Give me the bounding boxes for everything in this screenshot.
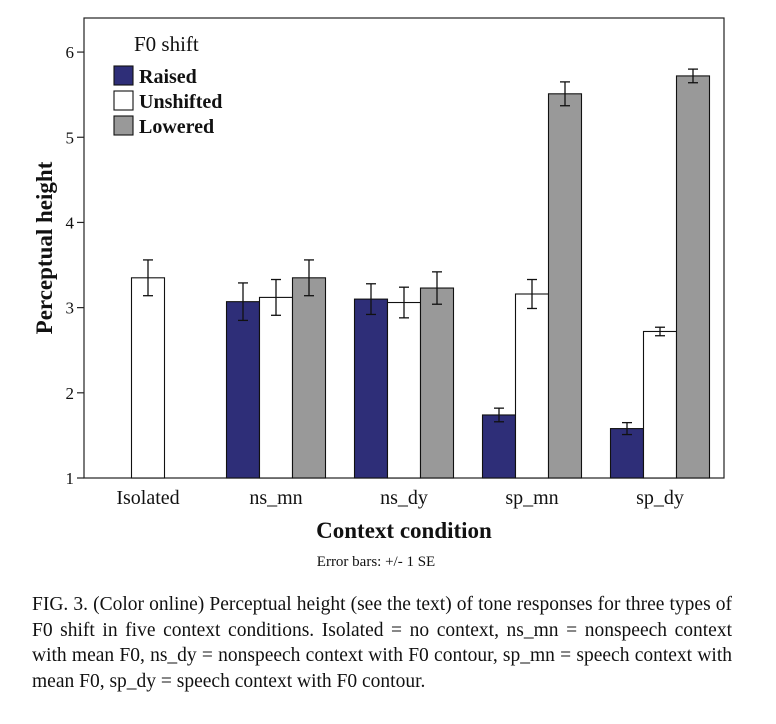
legend-label-raised: Raised: [139, 66, 197, 88]
legend-swatch-lowered: [113, 115, 134, 136]
legend-label-lowered: Lowered: [139, 116, 214, 138]
error-bar-group: [143, 68, 698, 436]
bar-lowered-sp-mn: [547, 93, 583, 479]
bar-unshifted-sp-mn: [514, 293, 550, 479]
bar-lowered-ns-dy: [419, 287, 455, 479]
x-axis-label: Context condition: [316, 518, 492, 543]
bar-lowered-sp-dy: [675, 75, 711, 479]
legend-title: F0 shift: [134, 32, 199, 56]
x-tick-label: sp_dy: [636, 487, 684, 509]
legend-label-unshifted: Unshifted: [139, 91, 222, 113]
y-axis: 1 2 3 4 5 6: [66, 43, 84, 488]
bar-unshifted-isolated: [130, 277, 166, 479]
x-tick-label: ns_mn: [249, 487, 302, 509]
y-axis-label: Perceptual height: [32, 161, 57, 334]
x-tick-label: sp_mn: [505, 487, 558, 509]
y-tick-label: 1: [66, 469, 75, 488]
y-tick-label: 3: [66, 299, 75, 318]
bar-unshifted-sp-dy: [642, 330, 678, 479]
legend-swatch-raised: [113, 65, 134, 86]
error-bar-note: Error bars: +/- 1 SE: [317, 554, 435, 570]
bar-raised-ns-mn: [225, 301, 261, 479]
x-tick-label: ns_dy: [380, 487, 428, 509]
figure-caption: FIG. 3. (Color online) Perceptual height…: [32, 594, 732, 692]
y-tick-label: 2: [66, 384, 75, 403]
x-tick-label: Isolated: [116, 487, 179, 509]
bar-unshifted-ns-dy: [386, 301, 422, 479]
y-tick-label: 6: [66, 43, 75, 62]
bar-lowered-ns-mn: [291, 277, 327, 479]
bar-raised-sp-dy: [609, 428, 645, 479]
x-axis: Isolated ns_mn ns_dy sp_mn sp_dy: [116, 487, 684, 509]
bar-raised-sp-mn: [481, 414, 517, 479]
legend: F0 shift Raised Unshifted Lowered: [113, 32, 222, 138]
bar-raised-ns-dy: [353, 298, 389, 479]
bar-group: [130, 75, 711, 479]
y-tick-label: 4: [66, 213, 75, 232]
legend-swatch-unshifted: [113, 90, 134, 111]
bar-unshifted-ns-mn: [258, 296, 294, 479]
y-tick-label: 5: [66, 128, 75, 147]
